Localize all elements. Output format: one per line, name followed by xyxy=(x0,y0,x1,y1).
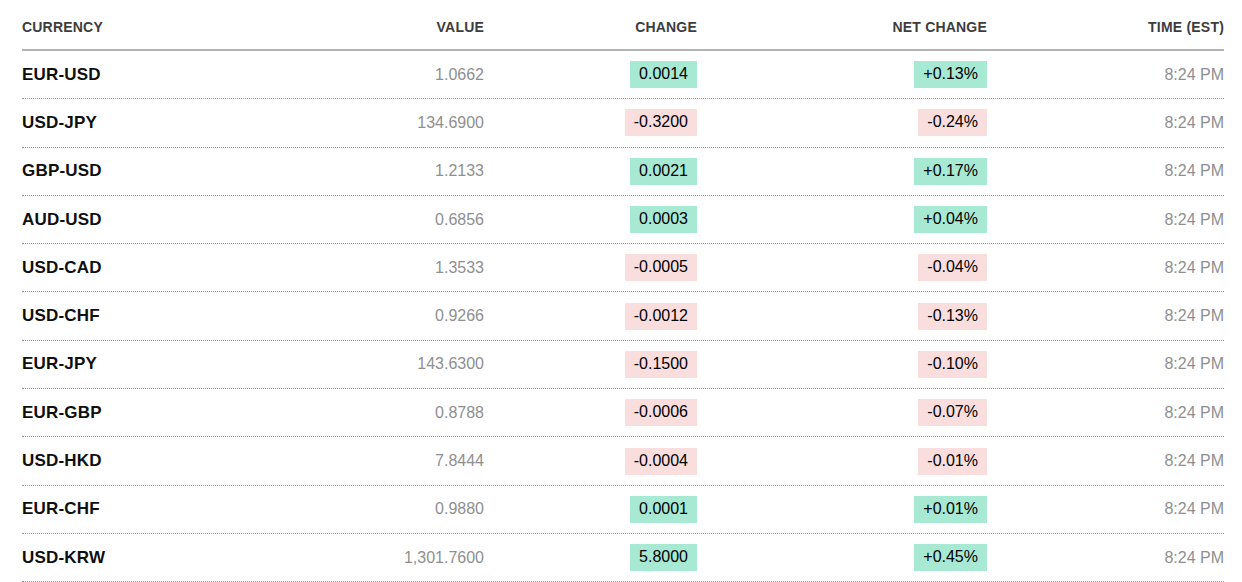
change-badge: 0.0014 xyxy=(630,61,697,88)
net-change-cell: -0.07% xyxy=(697,399,987,426)
time-cell: 8:24 PM xyxy=(987,549,1224,567)
net-change-cell: -0.04% xyxy=(697,254,987,281)
table-row[interactable]: EUR-JPY 143.6300 -0.1500 -0.10% 8:24 PM xyxy=(22,341,1224,389)
change-badge: 0.0001 xyxy=(630,496,697,523)
currency-pair-link[interactable]: USD-HKD xyxy=(22,451,272,471)
net-change-badge: -0.01% xyxy=(918,448,987,475)
change-cell: -0.3200 xyxy=(484,109,697,136)
change-cell: 0.0021 xyxy=(484,158,697,185)
change-cell: 5.8000 xyxy=(484,544,697,571)
time-cell: 8:24 PM xyxy=(987,500,1224,518)
change-cell: 0.0014 xyxy=(484,61,697,88)
value-cell: 1.0662 xyxy=(272,66,484,84)
change-cell: -0.0005 xyxy=(484,254,697,281)
value-cell: 7.8444 xyxy=(272,452,484,470)
value-cell: 0.8788 xyxy=(272,404,484,422)
value-cell: 0.6856 xyxy=(272,211,484,229)
table-row[interactable]: AUD-USD 0.6856 0.0003 +0.04% 8:24 PM xyxy=(22,196,1224,244)
currency-pair-link[interactable]: EUR-CHF xyxy=(22,499,272,519)
change-badge: -0.0006 xyxy=(625,399,697,426)
change-cell: -0.1500 xyxy=(484,351,697,378)
time-cell: 8:24 PM xyxy=(987,307,1224,325)
currency-pair-link[interactable]: AUD-USD xyxy=(22,210,272,230)
column-header-net-change: NET CHANGE xyxy=(697,19,987,35)
change-badge: -0.0004 xyxy=(625,448,697,475)
currency-pair-link[interactable]: EUR-USD xyxy=(22,65,272,85)
change-badge: 0.0021 xyxy=(630,158,697,185)
table-row[interactable]: GBP-USD 1.2133 0.0021 +0.17% 8:24 PM xyxy=(22,148,1224,196)
time-cell: 8:24 PM xyxy=(987,114,1224,132)
net-change-badge: +0.17% xyxy=(914,158,987,185)
change-badge: 0.0003 xyxy=(630,206,697,233)
net-change-badge: +0.45% xyxy=(914,544,987,571)
net-change-cell: +0.13% xyxy=(697,61,987,88)
fx-rates-table: CURRENCY VALUE CHANGE NET CHANGE TIME (E… xyxy=(0,0,1242,582)
change-cell: 0.0001 xyxy=(484,496,697,523)
currency-pair-link[interactable]: EUR-GBP xyxy=(22,403,272,423)
time-cell: 8:24 PM xyxy=(987,404,1224,422)
table-body: EUR-USD 1.0662 0.0014 +0.13% 8:24 PM USD… xyxy=(22,51,1224,582)
time-cell: 8:24 PM xyxy=(987,259,1224,277)
time-cell: 8:24 PM xyxy=(987,162,1224,180)
table-header-row: CURRENCY VALUE CHANGE NET CHANGE TIME (E… xyxy=(22,0,1224,51)
net-change-badge: +0.01% xyxy=(914,496,987,523)
net-change-cell: +0.01% xyxy=(697,496,987,523)
net-change-cell: -0.01% xyxy=(697,448,987,475)
net-change-cell: -0.24% xyxy=(697,109,987,136)
change-badge: -0.0012 xyxy=(625,303,697,330)
value-cell: 0.9266 xyxy=(272,307,484,325)
net-change-cell: -0.13% xyxy=(697,303,987,330)
table-row[interactable]: USD-JPY 134.6900 -0.3200 -0.24% 8:24 PM xyxy=(22,99,1224,147)
change-badge: 5.8000 xyxy=(630,544,697,571)
table-row[interactable]: USD-HKD 7.8444 -0.0004 -0.01% 8:24 PM xyxy=(22,437,1224,485)
column-header-value: VALUE xyxy=(272,19,484,35)
table-row[interactable]: EUR-USD 1.0662 0.0014 +0.13% 8:24 PM xyxy=(22,51,1224,99)
value-cell: 134.6900 xyxy=(272,114,484,132)
currency-pair-link[interactable]: USD-JPY xyxy=(22,113,272,133)
change-badge: -0.1500 xyxy=(625,351,697,378)
currency-pair-link[interactable]: EUR-JPY xyxy=(22,354,272,374)
table-row[interactable]: USD-CAD 1.3533 -0.0005 -0.04% 8:24 PM xyxy=(22,244,1224,292)
column-header-currency: CURRENCY xyxy=(22,19,272,35)
net-change-cell: +0.17% xyxy=(697,158,987,185)
value-cell: 143.6300 xyxy=(272,355,484,373)
net-change-badge: -0.24% xyxy=(918,109,987,136)
table-row[interactable]: USD-CHF 0.9266 -0.0012 -0.13% 8:24 PM xyxy=(22,292,1224,340)
net-change-badge: +0.04% xyxy=(914,206,987,233)
time-cell: 8:24 PM xyxy=(987,66,1224,84)
net-change-badge: -0.13% xyxy=(918,303,987,330)
change-badge: -0.3200 xyxy=(625,109,697,136)
time-cell: 8:24 PM xyxy=(987,211,1224,229)
currency-pair-link[interactable]: USD-CAD xyxy=(22,258,272,278)
net-change-cell: -0.10% xyxy=(697,351,987,378)
table-row[interactable]: USD-KRW 1,301.7600 5.8000 +0.45% 8:24 PM xyxy=(22,534,1224,582)
net-change-badge: -0.04% xyxy=(918,254,987,281)
column-header-change: CHANGE xyxy=(484,19,697,35)
net-change-cell: +0.45% xyxy=(697,544,987,571)
currency-pair-link[interactable]: USD-KRW xyxy=(22,548,272,568)
value-cell: 1,301.7600 xyxy=(272,549,484,567)
time-cell: 8:24 PM xyxy=(987,355,1224,373)
time-cell: 8:24 PM xyxy=(987,452,1224,470)
value-cell: 1.2133 xyxy=(272,162,484,180)
net-change-badge: +0.13% xyxy=(914,61,987,88)
table-row[interactable]: EUR-CHF 0.9880 0.0001 +0.01% 8:24 PM xyxy=(22,486,1224,534)
change-cell: 0.0003 xyxy=(484,206,697,233)
table-row[interactable]: EUR-GBP 0.8788 -0.0006 -0.07% 8:24 PM xyxy=(22,389,1224,437)
value-cell: 0.9880 xyxy=(272,500,484,518)
change-cell: -0.0012 xyxy=(484,303,697,330)
net-change-badge: -0.07% xyxy=(918,399,987,426)
change-cell: -0.0004 xyxy=(484,448,697,475)
column-header-time: TIME (EST) xyxy=(987,19,1224,35)
change-cell: -0.0006 xyxy=(484,399,697,426)
value-cell: 1.3533 xyxy=(272,259,484,277)
currency-pair-link[interactable]: GBP-USD xyxy=(22,161,272,181)
change-badge: -0.0005 xyxy=(625,254,697,281)
net-change-cell: +0.04% xyxy=(697,206,987,233)
net-change-badge: -0.10% xyxy=(918,351,987,378)
currency-pair-link[interactable]: USD-CHF xyxy=(22,306,272,326)
